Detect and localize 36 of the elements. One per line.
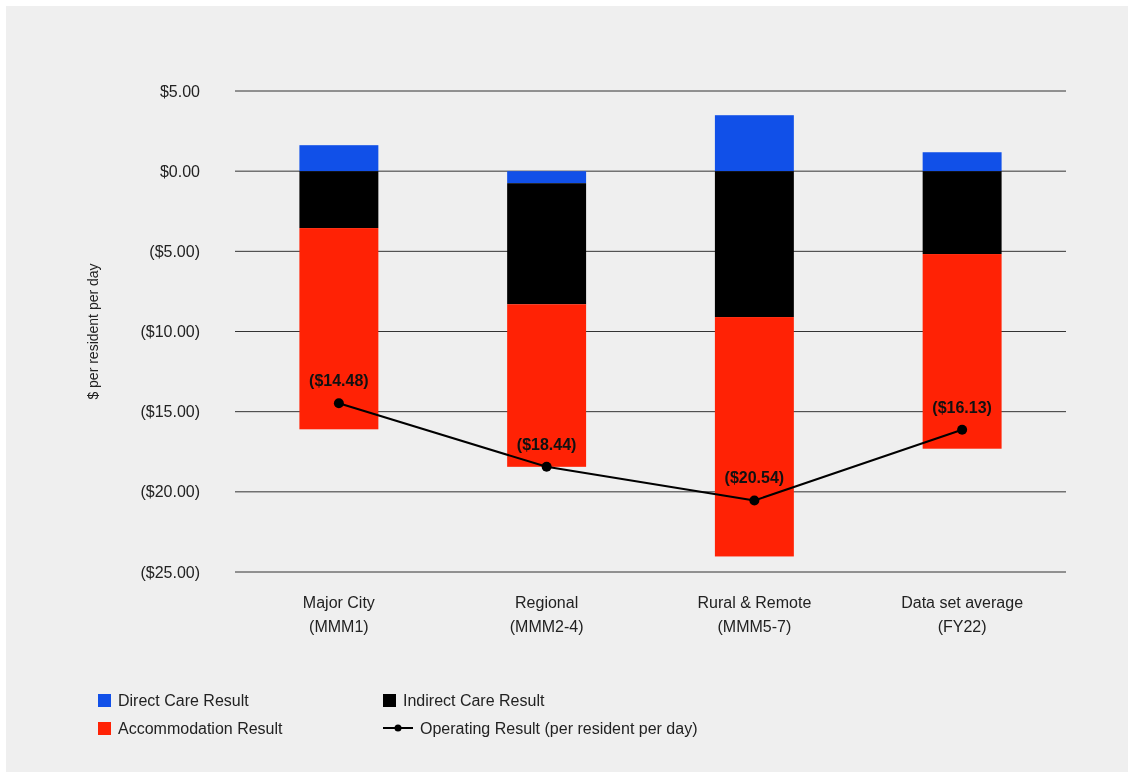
x-tick-label: Data set average (FY22)	[901, 594, 1024, 635]
y-tick-label: ($10.00)	[140, 323, 200, 341]
y-tick-label: $0.00	[159, 162, 201, 180]
point	[333, 398, 344, 409]
bar	[507, 183, 587, 305]
legend-label: Accommodation Result	[118, 719, 284, 737]
legend-label: Operating Result (per resident per day)	[420, 719, 698, 737]
bar	[299, 145, 379, 172]
point	[749, 495, 760, 506]
point	[541, 461, 552, 472]
x-tick-label: Regional (MMM2-4)	[509, 594, 584, 635]
point	[957, 424, 968, 435]
bar	[507, 304, 587, 467]
bar	[922, 152, 1002, 172]
y-tick-label: ($25.00)	[140, 563, 200, 581]
data-label: ($14.48)	[309, 372, 369, 390]
x-tick-label: Major City (MMM1)	[302, 594, 375, 635]
data-label: ($18.44)	[516, 435, 577, 453]
bar	[922, 254, 1002, 449]
bar	[714, 171, 794, 318]
data-label: ($20.54)	[724, 469, 785, 487]
bar	[299, 171, 379, 229]
y-tick-label: ($15.00)	[140, 403, 200, 421]
y-axis-title: $ per resident per day	[85, 263, 101, 400]
x-tick-label: Rural & Remote (MMM5-7)	[697, 594, 812, 635]
bar	[922, 171, 1002, 255]
bar	[507, 171, 587, 184]
legend-label: Indirect Care Result	[403, 691, 545, 709]
y-tick-label: ($20.00)	[140, 483, 200, 501]
legend-label: Direct Care Result	[118, 691, 250, 709]
bar	[714, 317, 794, 557]
y-tick-label: $5.00	[159, 82, 201, 100]
data-label: ($16.13)	[932, 398, 992, 416]
y-tick-label: ($5.00)	[149, 242, 200, 260]
bar	[714, 115, 794, 172]
bar	[299, 228, 379, 430]
